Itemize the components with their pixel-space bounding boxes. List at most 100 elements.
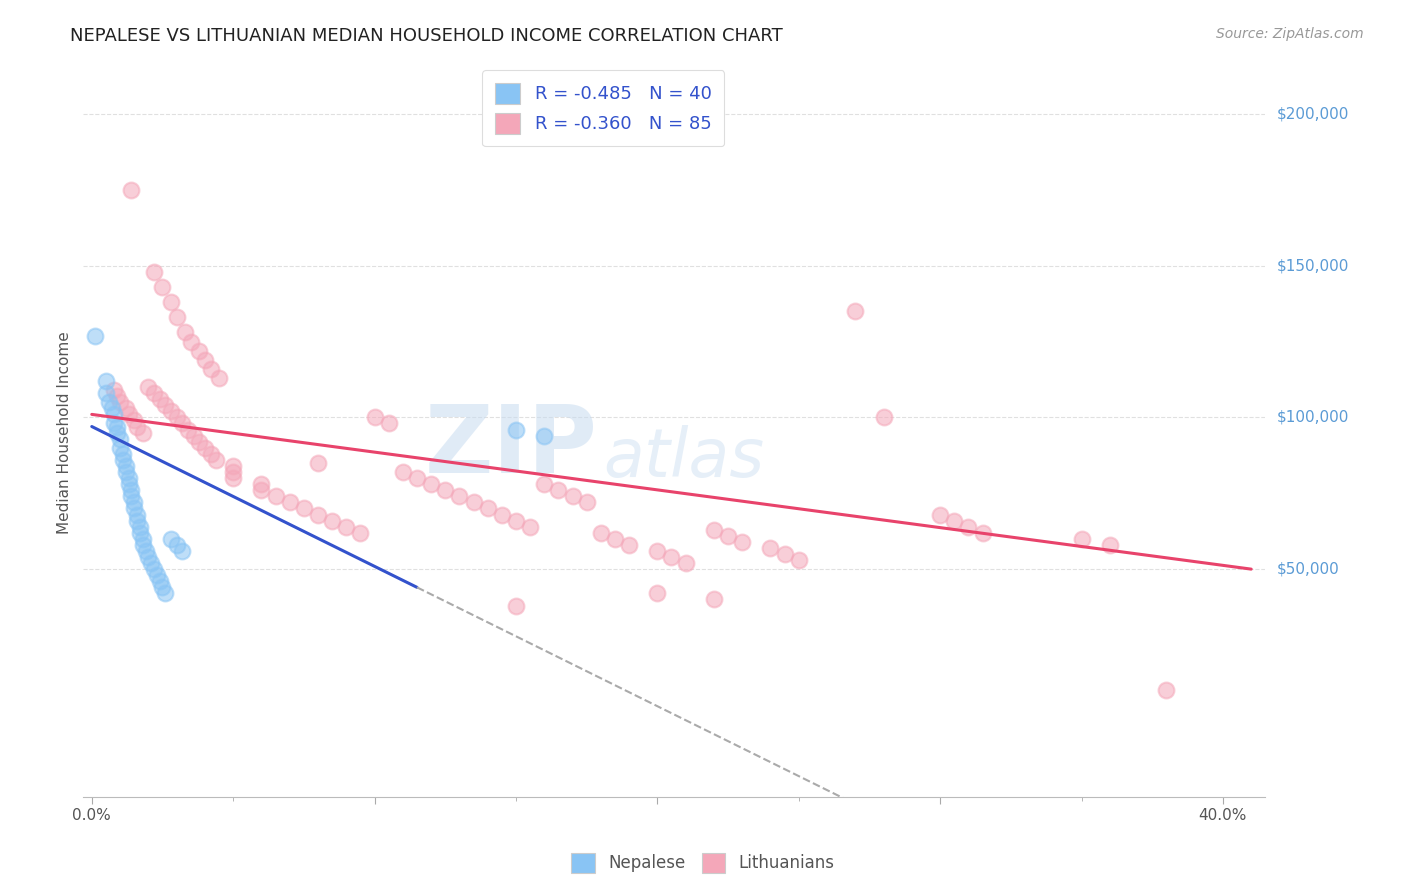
Point	[321, 514, 343, 528]
Point	[183, 428, 205, 442]
Point	[194, 352, 217, 367]
Point	[335, 519, 357, 533]
Point	[125, 514, 148, 528]
Point	[160, 532, 183, 546]
Point	[122, 495, 145, 509]
Point	[122, 413, 145, 427]
Point	[929, 508, 952, 522]
Point	[155, 398, 177, 412]
Point	[155, 586, 177, 600]
Point	[844, 304, 866, 318]
Point	[1156, 683, 1178, 698]
Point	[111, 453, 134, 467]
Text: $100,000: $100,000	[1277, 410, 1348, 425]
Point	[731, 534, 754, 549]
Point	[717, 529, 740, 543]
Point	[131, 425, 153, 440]
Legend: Nepalese, Lithuanians: Nepalese, Lithuanians	[565, 847, 841, 880]
Point	[180, 334, 202, 349]
Point	[519, 519, 541, 533]
Point	[103, 383, 125, 397]
Point	[205, 453, 228, 467]
Point	[292, 501, 315, 516]
Point	[128, 525, 150, 540]
Point	[114, 401, 136, 416]
Point	[420, 477, 443, 491]
Point	[264, 489, 287, 503]
Point	[307, 508, 329, 522]
Point	[200, 362, 222, 376]
Point	[108, 441, 131, 455]
Text: ZIP: ZIP	[425, 401, 598, 493]
Point	[108, 432, 131, 446]
Point	[208, 371, 231, 385]
Text: $50,000: $50,000	[1277, 562, 1339, 576]
Point	[617, 538, 640, 552]
Point	[434, 483, 457, 498]
Text: $200,000: $200,000	[1277, 106, 1348, 121]
Point	[105, 425, 128, 440]
Point	[94, 374, 117, 388]
Point	[117, 408, 139, 422]
Point	[177, 423, 200, 437]
Point	[134, 544, 156, 558]
Point	[363, 410, 385, 425]
Point	[125, 508, 148, 522]
Point	[117, 471, 139, 485]
Point	[307, 456, 329, 470]
Point	[136, 380, 159, 394]
Point	[120, 483, 142, 498]
Point	[136, 549, 159, 564]
Point	[1098, 538, 1121, 552]
Point	[250, 483, 273, 498]
Point	[166, 538, 188, 552]
Point	[392, 465, 415, 479]
Point	[505, 599, 527, 613]
Point	[100, 401, 122, 416]
Point	[94, 386, 117, 401]
Point	[97, 395, 120, 409]
Point	[103, 417, 125, 431]
Point	[222, 465, 245, 479]
Point	[174, 326, 197, 340]
Point	[533, 428, 555, 442]
Point	[703, 523, 725, 537]
Point	[143, 386, 166, 401]
Point	[160, 404, 183, 418]
Point	[103, 408, 125, 422]
Point	[759, 541, 782, 555]
Point	[647, 544, 669, 558]
Point	[1070, 532, 1092, 546]
Point	[166, 310, 188, 325]
Point	[172, 417, 194, 431]
Point	[575, 495, 598, 509]
Point	[105, 389, 128, 403]
Point	[141, 556, 163, 570]
Text: Source: ZipAtlas.com: Source: ZipAtlas.com	[1216, 27, 1364, 41]
Point	[149, 392, 172, 407]
Point	[83, 328, 105, 343]
Point	[278, 495, 301, 509]
Point	[200, 447, 222, 461]
Point	[114, 458, 136, 473]
Point	[117, 477, 139, 491]
Point	[152, 280, 174, 294]
Point	[957, 519, 980, 533]
Point	[505, 423, 527, 437]
Point	[111, 447, 134, 461]
Point	[114, 465, 136, 479]
Point	[146, 568, 169, 582]
Y-axis label: Median Household Income: Median Household Income	[58, 331, 72, 534]
Point	[131, 538, 153, 552]
Point	[188, 343, 211, 358]
Legend: R = -0.485   N = 40, R = -0.360   N = 85: R = -0.485 N = 40, R = -0.360 N = 85	[482, 70, 724, 146]
Point	[406, 471, 429, 485]
Point	[188, 434, 211, 449]
Point	[172, 544, 194, 558]
Text: atlas: atlas	[603, 425, 765, 491]
Point	[149, 574, 172, 589]
Point	[773, 547, 796, 561]
Point	[222, 471, 245, 485]
Point	[128, 519, 150, 533]
Point	[589, 525, 612, 540]
